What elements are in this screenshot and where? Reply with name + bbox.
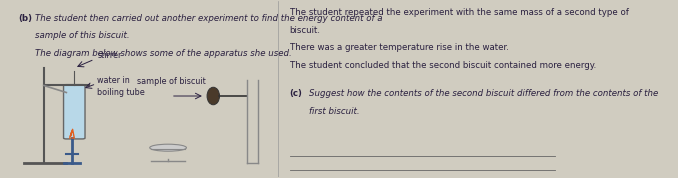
Text: The student repeated the experiment with the same mass of a second type of: The student repeated the experiment with… xyxy=(290,8,629,17)
Text: boiling tube: boiling tube xyxy=(98,88,145,97)
Text: first biscuit.: first biscuit. xyxy=(309,106,360,116)
Text: water in: water in xyxy=(98,76,130,85)
Text: There was a greater temperature rise in the water.: There was a greater temperature rise in … xyxy=(290,43,508,53)
Text: The diagram below shows some of the apparatus she used.: The diagram below shows some of the appa… xyxy=(35,49,292,58)
Text: sample of biscuit: sample of biscuit xyxy=(137,77,205,87)
Text: (c): (c) xyxy=(290,89,302,98)
Text: Suggest how the contents of the second biscuit differed from the contents of the: Suggest how the contents of the second b… xyxy=(309,89,658,98)
Text: (b): (b) xyxy=(18,14,33,23)
FancyBboxPatch shape xyxy=(64,85,85,139)
Text: biscuit.: biscuit. xyxy=(290,26,321,35)
Text: sample of this biscuit.: sample of this biscuit. xyxy=(35,31,130,40)
Ellipse shape xyxy=(207,87,220,105)
Ellipse shape xyxy=(150,144,186,151)
Text: stirrer: stirrer xyxy=(98,51,122,60)
Text: The student concluded that the second biscuit contained more energy.: The student concluded that the second bi… xyxy=(290,61,596,70)
Text: The student then carried out another experiment to find the energy content of a: The student then carried out another exp… xyxy=(35,14,383,23)
